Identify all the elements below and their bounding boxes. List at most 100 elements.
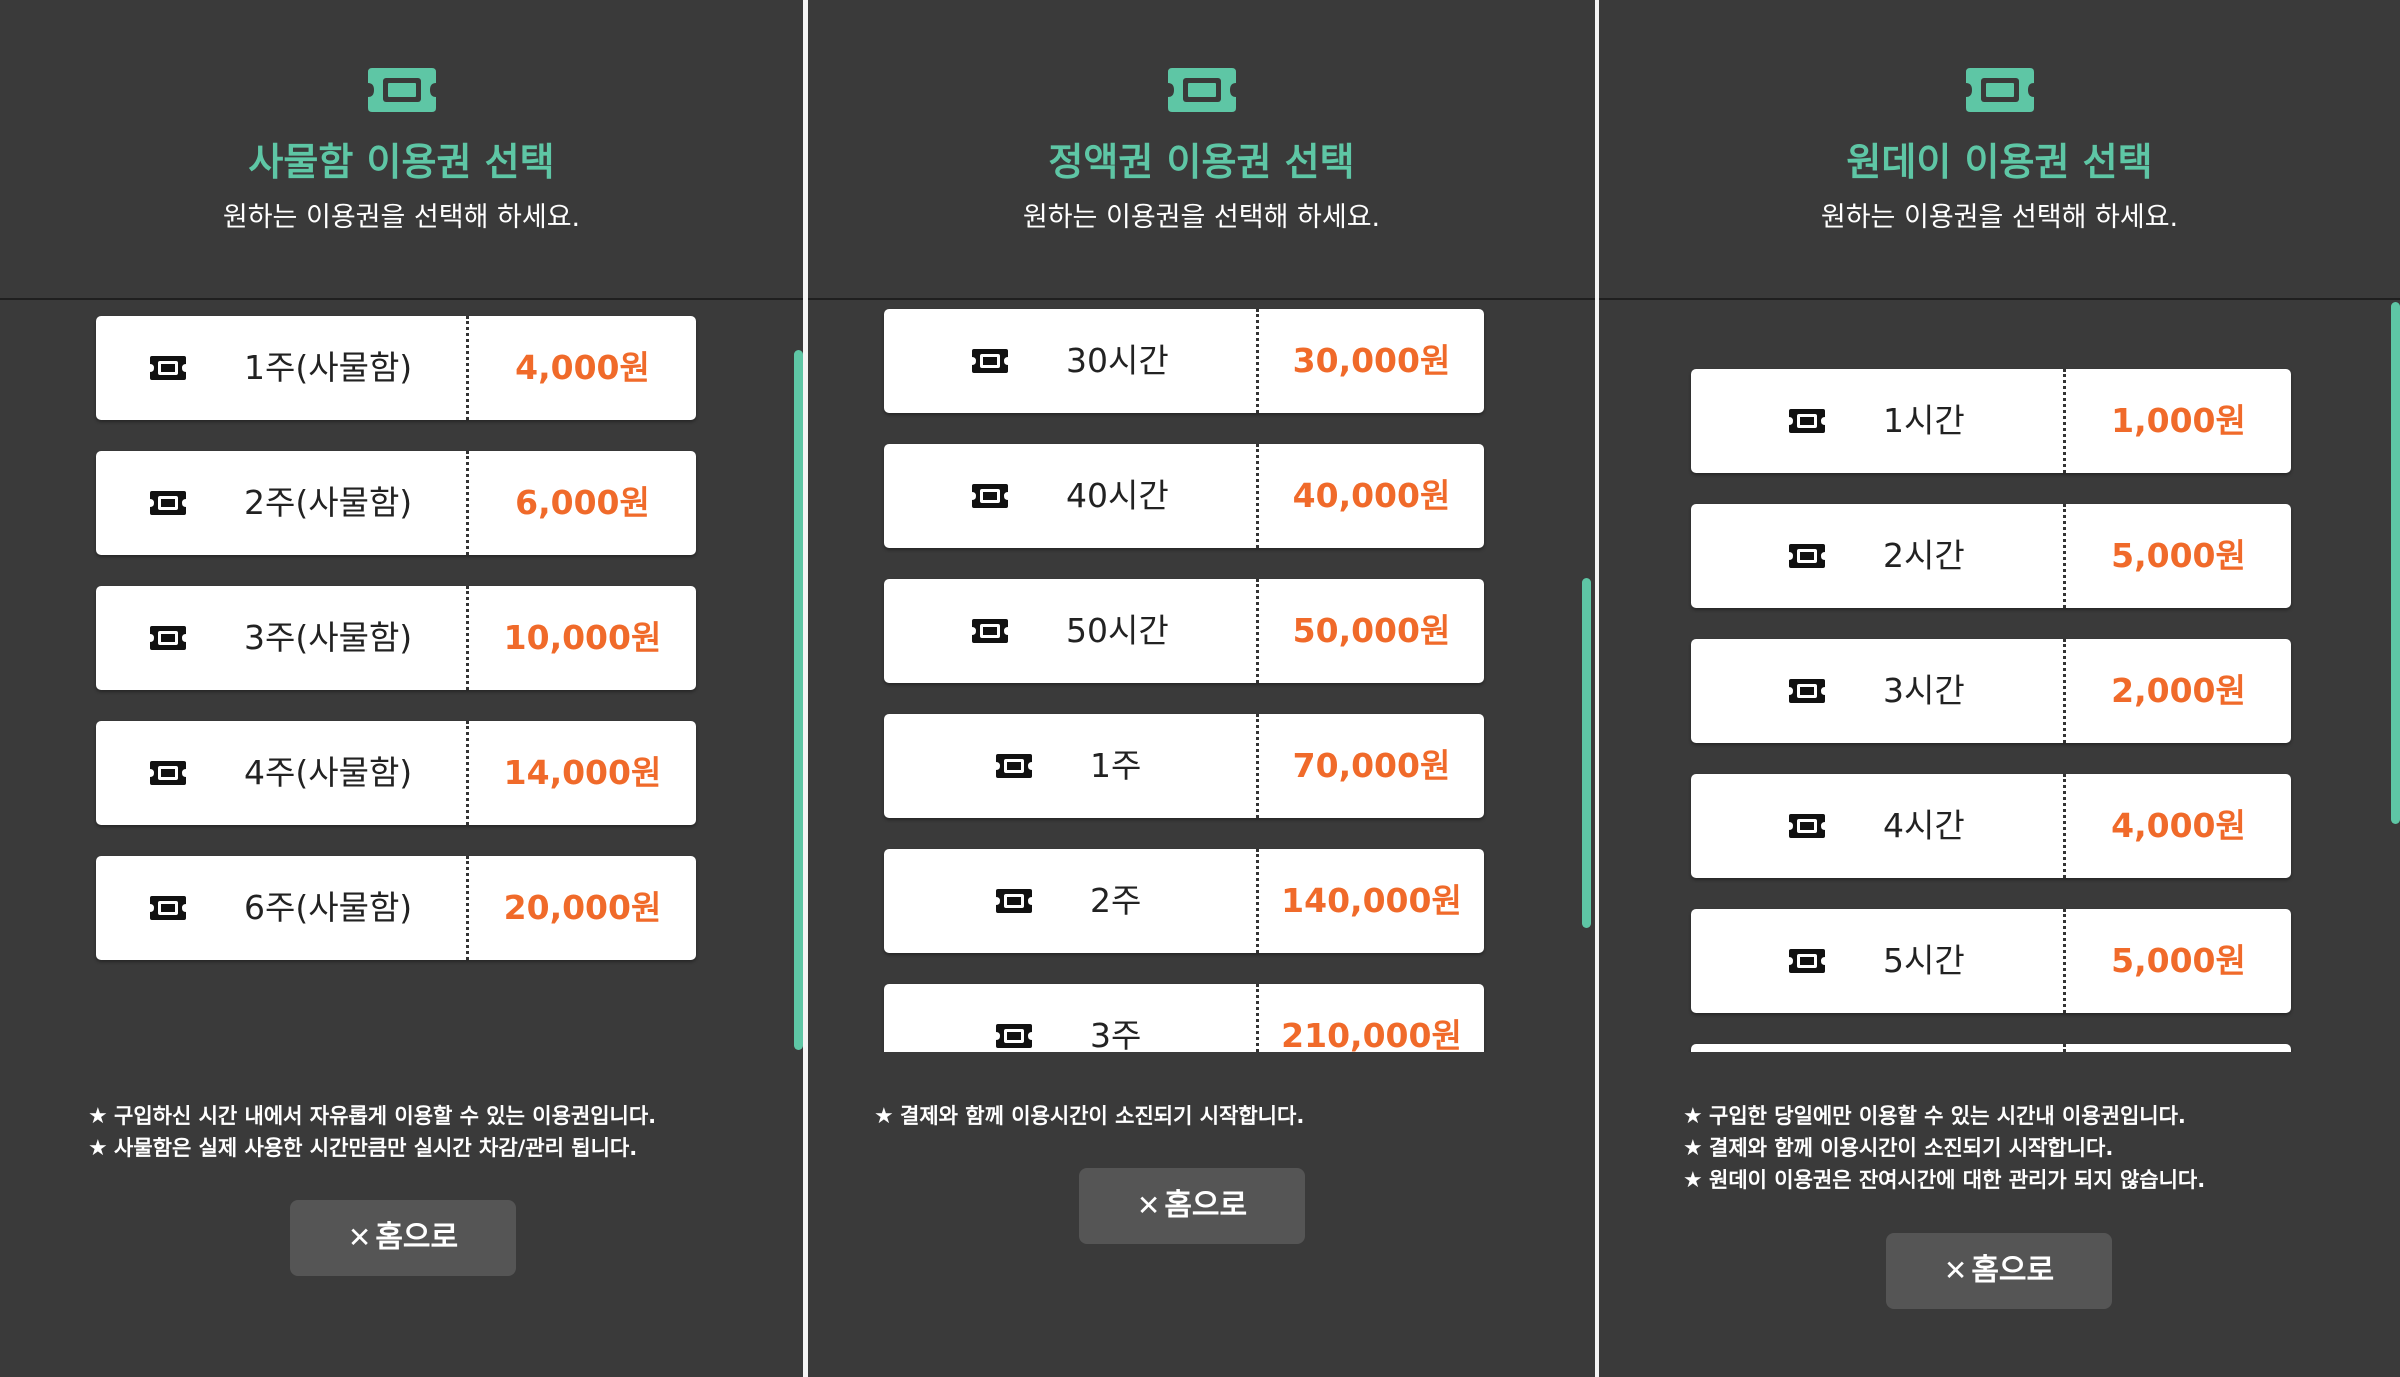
pass-card[interactable]: 1주 70,000원 bbox=[884, 714, 1484, 818]
ticket-icon bbox=[148, 894, 188, 922]
card-divider bbox=[466, 451, 469, 555]
pass-card[interactable]: 6주(사물함) 20,000원 bbox=[96, 856, 696, 960]
star-icon: ★ bbox=[1683, 1104, 1703, 1129]
pass-label: 1주 bbox=[1090, 746, 1142, 785]
star-icon: ★ bbox=[1683, 1136, 1703, 1161]
pass-list[interactable]: 1주(사물함) 4,000원 2주(사물함) 6,000원 3주(사물함) 10… bbox=[0, 300, 803, 1052]
card-divider bbox=[466, 586, 469, 690]
pass-list[interactable]: 1시간 1,000원 2시간 5,000원 3시간 2,000원 4시간 4,0… bbox=[1599, 300, 2400, 1052]
pass-price: 14,000원 bbox=[503, 753, 662, 792]
ticket-icon bbox=[1787, 542, 1827, 570]
oneday-pass-panel: 원데이 이용권 선택 원하는 이용권을 선택해 하세요. 1시간 1,000원 … bbox=[1599, 0, 2400, 1377]
ticket-icon bbox=[970, 617, 1010, 645]
card-divider bbox=[466, 316, 469, 420]
card-divider bbox=[1256, 579, 1259, 683]
star-icon: ★ bbox=[88, 1104, 108, 1129]
star-icon: ★ bbox=[88, 1136, 108, 1161]
pass-label: 1시간 bbox=[1883, 401, 1965, 440]
pass-list[interactable]: 30시간 30,000원 40시간 40,000원 50시간 50,000원 1… bbox=[808, 300, 1595, 1052]
close-icon: ✕ bbox=[1943, 1254, 1968, 1287]
page-subtitle: 원하는 이용권을 선택해 하세요. bbox=[222, 202, 581, 233]
home-button[interactable]: ✕ 홈으로 bbox=[1079, 1168, 1305, 1244]
ticket-icon bbox=[994, 752, 1034, 780]
pass-card[interactable]: 2시간 5,000원 bbox=[1691, 504, 2291, 608]
card-divider bbox=[1256, 309, 1259, 413]
page-subtitle: 원하는 이용권을 선택해 하세요. bbox=[1022, 202, 1381, 233]
scrollbar[interactable] bbox=[794, 350, 803, 1050]
pass-label: 2주(사물함) bbox=[244, 483, 413, 522]
pass-price: 50,000원 bbox=[1292, 611, 1451, 650]
card-divider bbox=[1256, 714, 1259, 818]
page-title: 정액권 이용권 선택 bbox=[1048, 140, 1355, 184]
close-icon: ✕ bbox=[347, 1221, 372, 1254]
locker-pass-panel: 사물함 이용권 선택 원하는 이용권을 선택해 하세요. 1주(사물함) 4,0… bbox=[0, 0, 803, 1377]
pass-price: 4,000원 bbox=[515, 348, 650, 387]
ticket-icon bbox=[994, 887, 1034, 915]
ticket-icon bbox=[1787, 677, 1827, 705]
pass-card[interactable]: 3주 210,000원 bbox=[884, 984, 1484, 1052]
pass-card[interactable]: 2주 140,000원 bbox=[884, 849, 1484, 953]
pass-card[interactable]: 50시간 50,000원 bbox=[884, 579, 1484, 683]
pass-price: 140,000원 bbox=[1281, 881, 1462, 920]
note-line: ★ 구입하신 시간 내에서 자유롭게 이용할 수 있는 이용권입니다. bbox=[88, 1100, 656, 1132]
pass-label: 3주 bbox=[1090, 1016, 1142, 1052]
card-divider bbox=[466, 721, 469, 825]
pass-price: 30,000원 bbox=[1292, 341, 1451, 380]
card-divider bbox=[1256, 984, 1259, 1052]
pass-card[interactable]: 40시간 40,000원 bbox=[884, 444, 1484, 548]
pass-card[interactable]: 4시간 4,000원 bbox=[1691, 774, 2291, 878]
scrollbar[interactable] bbox=[1582, 578, 1591, 928]
pass-label: 3시간 bbox=[1883, 671, 1965, 710]
fixed-pass-panel: 정액권 이용권 선택 원하는 이용권을 선택해 하세요. 30시간 30,000… bbox=[808, 0, 1595, 1377]
pass-price: 6,000원 bbox=[515, 483, 650, 522]
ticket-icon bbox=[970, 482, 1010, 510]
pass-card-partial[interactable] bbox=[1691, 1044, 2291, 1052]
pass-card[interactable]: 2주(사물함) 6,000원 bbox=[96, 451, 696, 555]
page-subtitle: 원하는 이용권을 선택해 하세요. bbox=[1820, 202, 2179, 233]
notes: ★ 구입하신 시간 내에서 자유롭게 이용할 수 있는 이용권입니다. ★ 사물함은… bbox=[88, 1100, 656, 1164]
card-divider bbox=[2063, 639, 2066, 743]
pass-card[interactable]: 4주(사물함) 14,000원 bbox=[96, 721, 696, 825]
card-divider bbox=[2063, 909, 2066, 1013]
pass-label: 2시간 bbox=[1883, 536, 1965, 575]
pass-price: 5,000원 bbox=[2111, 536, 2246, 575]
star-icon: ★ bbox=[1683, 1168, 1703, 1193]
home-button[interactable]: ✕ 홈으로 bbox=[290, 1200, 516, 1276]
note-line: ★ 결제와 함께 이용시간이 소진되기 시작합니다. bbox=[1683, 1132, 2205, 1164]
header-divider bbox=[0, 298, 803, 300]
pass-card[interactable]: 30시간 30,000원 bbox=[884, 309, 1484, 413]
note-line: ★ 원데이 이용권은 잔여시간에 대한 관리가 되지 않습니다. bbox=[1683, 1164, 2205, 1196]
pass-card[interactable]: 1주(사물함) 4,000원 bbox=[96, 316, 696, 420]
ticket-icon bbox=[970, 347, 1010, 375]
header-divider bbox=[808, 298, 1595, 300]
card-divider bbox=[2063, 369, 2066, 473]
pass-label: 2주 bbox=[1090, 881, 1142, 920]
ticket-icon bbox=[1787, 407, 1827, 435]
ticket-icon bbox=[1166, 66, 1238, 114]
close-icon: ✕ bbox=[1136, 1189, 1161, 1222]
pass-price: 5,000원 bbox=[2111, 941, 2246, 980]
scrollbar[interactable] bbox=[2391, 302, 2400, 824]
notes: ★ 구입한 당일에만 이용할 수 있는 시간내 이용권입니다. ★ 결제와 함께 이… bbox=[1683, 1100, 2205, 1196]
pass-price: 10,000원 bbox=[503, 618, 662, 657]
pass-card[interactable]: 5시간 5,000원 bbox=[1691, 909, 2291, 1013]
home-button[interactable]: ✕ 홈으로 bbox=[1886, 1233, 2112, 1309]
card-divider bbox=[466, 856, 469, 960]
pass-label: 3주(사물함) bbox=[244, 618, 413, 657]
pass-card[interactable]: 3주(사물함) 10,000원 bbox=[96, 586, 696, 690]
pass-label: 5시간 bbox=[1883, 941, 1965, 980]
page-title: 사물함 이용권 선택 bbox=[248, 140, 555, 184]
ticket-icon bbox=[1964, 66, 2036, 114]
ticket-icon bbox=[148, 489, 188, 517]
pass-label: 1주(사물함) bbox=[244, 348, 413, 387]
card-divider bbox=[1256, 444, 1259, 548]
ticket-icon bbox=[148, 624, 188, 652]
pass-label: 6주(사물함) bbox=[244, 888, 413, 927]
pass-card[interactable]: 3시간 2,000원 bbox=[1691, 639, 2291, 743]
ticket-icon bbox=[148, 354, 188, 382]
pass-price: 70,000원 bbox=[1292, 746, 1451, 785]
pass-card[interactable]: 1시간 1,000원 bbox=[1691, 369, 2291, 473]
pass-price: 20,000원 bbox=[503, 888, 662, 927]
header-divider bbox=[1599, 298, 2400, 300]
pass-price: 4,000원 bbox=[2111, 806, 2246, 845]
